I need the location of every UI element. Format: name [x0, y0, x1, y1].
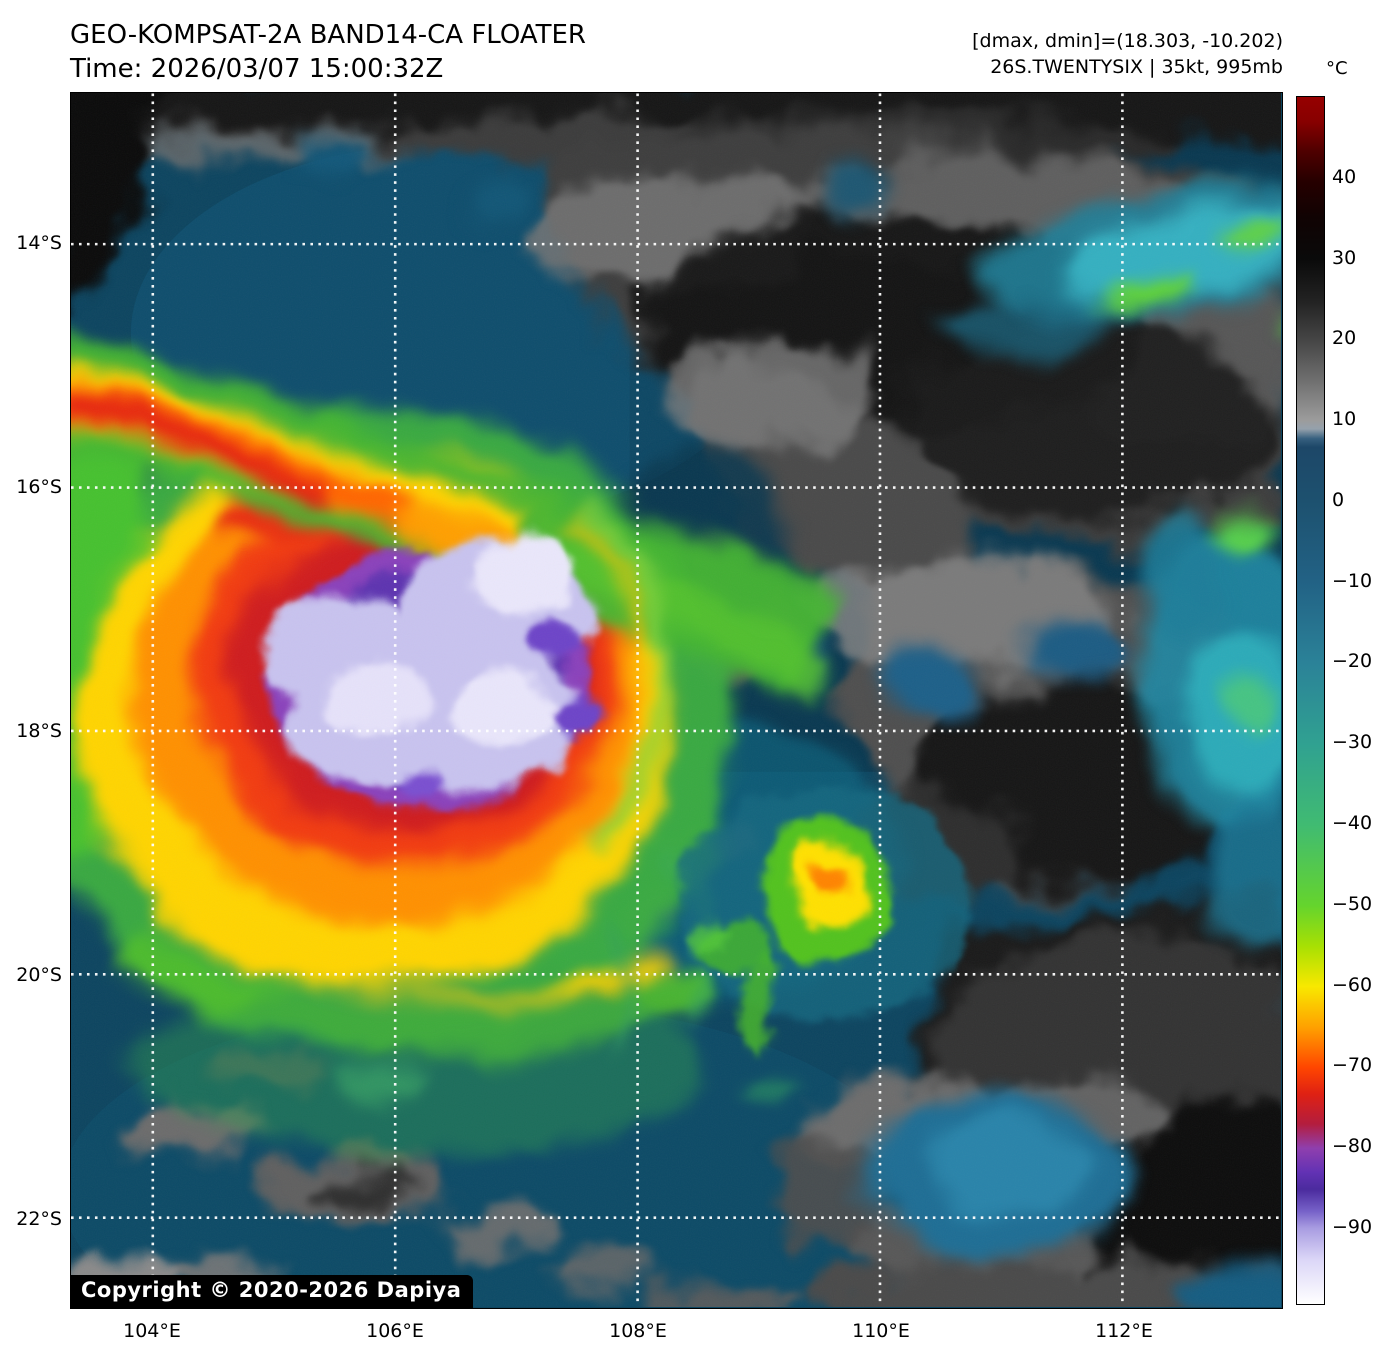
- colorbar-tick-label: −70: [1332, 1054, 1373, 1077]
- colorbar-tick-label: −20: [1332, 650, 1373, 673]
- colorbar-tick-label: −90: [1332, 1215, 1373, 1238]
- latitude-tick-label: 16°S: [16, 476, 62, 498]
- colorbar-tick-label: −60: [1332, 973, 1373, 996]
- graticule-grid-lines: [71, 93, 1281, 1307]
- satellite-imagery-canvas: [71, 93, 1281, 1307]
- latitude-tick-label: 20°S: [16, 964, 62, 986]
- colorbar-tick-label: −40: [1332, 812, 1373, 835]
- colorbar-tick-label: −30: [1332, 731, 1373, 754]
- longitude-tick-label: 108°E: [609, 1320, 667, 1342]
- colorbar-tick-label: −50: [1332, 892, 1373, 915]
- longitude-tick-label: 104°E: [123, 1320, 181, 1342]
- colorbar-tick-label: 30: [1332, 246, 1357, 269]
- longitude-tick-label: 110°E: [852, 1320, 910, 1342]
- colorbar-tick-labels: 40 30 20 10 0 −10 −20 −30 −40 −50 −60 −70 −80 −90: [1332, 96, 1388, 1303]
- latitude-tick-label: 22°S: [16, 1208, 62, 1230]
- timestamp-line: Time: 2026/03/07 15:00:32Z: [70, 54, 444, 84]
- longitude-tick-label: 112°E: [1095, 1320, 1153, 1342]
- longitude-tick-label: 106°E: [366, 1320, 424, 1342]
- colorbar-tick-label: 10: [1332, 408, 1357, 431]
- copyright-badge: Copyright © 2020-2026 Dapiya: [71, 1275, 474, 1308]
- page-title: GEO-KOMPSAT-2A BAND14-CA FLOATER: [70, 20, 587, 50]
- noise-texture: [71, 93, 1281, 1307]
- colorbar-unit-label: °C: [1326, 58, 1348, 79]
- colorbar-tick-label: −10: [1332, 569, 1373, 592]
- temperature-colorbar: [1296, 96, 1325, 1305]
- colorbar-tick-label: 20: [1332, 327, 1357, 350]
- dmax-dmin-annotation: [dmax, dmin]=(18.303, -10.202): [972, 30, 1283, 52]
- colorbar-tick-label: 40: [1332, 165, 1357, 188]
- storm-info-annotation: 26S.TWENTYSIX | 35kt, 995mb: [990, 56, 1283, 78]
- latitude-tick-label: 14°S: [16, 232, 62, 254]
- colorbar-tick-label: 0: [1332, 488, 1345, 511]
- satellite-imagery-map: Copyright © 2020-2026 Dapiya: [70, 92, 1283, 1309]
- latitude-tick-label: 18°S: [16, 720, 62, 742]
- colorbar-tick-label: −80: [1332, 1135, 1373, 1158]
